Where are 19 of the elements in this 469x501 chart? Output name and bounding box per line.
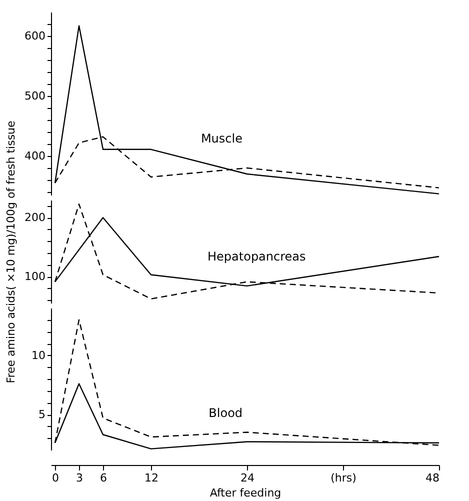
x-tick-label: (hrs) xyxy=(330,472,356,484)
y-tick-label: 5 xyxy=(38,408,46,421)
x-tick-label: 6 xyxy=(100,472,107,484)
y-tick-label: 100 xyxy=(24,270,46,284)
annotation: Muscle xyxy=(200,131,242,146)
x-tick-label: 0 xyxy=(52,472,59,484)
y-tick-label: 200 xyxy=(24,211,46,224)
x-tick-label: 48 xyxy=(426,472,440,484)
x-tick-label: 12 xyxy=(144,472,158,484)
y-axis-title: Free amino acids( ×10 mg)/100g of fresh tissue xyxy=(4,120,18,384)
annotation: Blood xyxy=(208,406,243,420)
y-tick-label: 10 xyxy=(32,348,46,362)
y-tick-label: 600 xyxy=(24,30,46,42)
x-tick-label: 24 xyxy=(240,472,254,484)
x-tick-label: 3 xyxy=(76,472,83,484)
y-tick-label: 500 xyxy=(24,90,46,102)
y-tick-label: 400 xyxy=(24,150,46,162)
annotation: Hepatopancreas xyxy=(208,250,306,264)
x-axis-title: After feeding xyxy=(210,486,282,500)
